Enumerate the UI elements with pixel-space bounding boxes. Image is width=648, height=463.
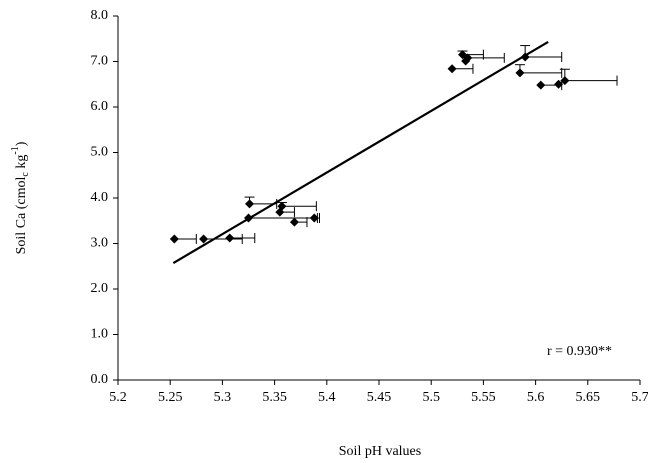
y-label-mid: kg: [14, 155, 29, 173]
x-tick-label: 5.65: [576, 390, 601, 405]
y-tick-label: 4.0: [91, 190, 109, 205]
x-tick-label: 5.25: [158, 390, 183, 405]
point: [225, 233, 235, 243]
x-tick-label: 5.3: [214, 390, 232, 405]
point: [245, 199, 255, 209]
point: [447, 64, 457, 74]
point: [515, 68, 525, 78]
y-tick-label: 8.0: [91, 8, 109, 23]
point: [520, 52, 530, 62]
x-tick-label: 5.7: [631, 390, 648, 405]
x-tick-label: 5.35: [262, 390, 287, 405]
y-label-sup: -1: [10, 146, 21, 154]
point: [169, 234, 179, 244]
annotation: r = 0.930**: [547, 344, 612, 359]
x-tick-label: 5.6: [527, 390, 545, 405]
y-tick-label: 6.0: [91, 99, 109, 114]
x-tick-label: 5.2: [109, 390, 127, 405]
point: [461, 56, 471, 66]
y-tick-label: 5.0: [91, 145, 109, 160]
x-tick-label: 5.45: [367, 390, 392, 405]
y-label-sub: c: [20, 172, 31, 177]
x-axis-label: Soil pH values: [339, 444, 421, 459]
point: [199, 234, 209, 244]
point: [309, 213, 319, 223]
point: [536, 80, 546, 90]
point: [277, 201, 287, 211]
y-axis-label: Soil Ca (cmolc kg-1): [10, 141, 31, 254]
y-tick-label: 7.0: [91, 54, 109, 69]
point: [560, 76, 570, 86]
point: [554, 79, 564, 89]
y-tick-label: 0.0: [91, 372, 109, 387]
x-tick-label: 5.55: [471, 390, 496, 405]
x-tick-label: 5.5: [422, 390, 440, 405]
trend-line: [172, 40, 549, 265]
y-tick-label: 2.0: [91, 281, 109, 296]
y-tick-label: 3.0: [91, 236, 109, 251]
y-label-end: ): [14, 141, 29, 146]
x-tick-label: 5.4: [318, 390, 336, 405]
point: [289, 217, 299, 227]
point: [244, 213, 253, 223]
y-label-text: Soil Ca (cmol: [14, 176, 29, 254]
y-tick-label: 1.0: [91, 327, 109, 342]
